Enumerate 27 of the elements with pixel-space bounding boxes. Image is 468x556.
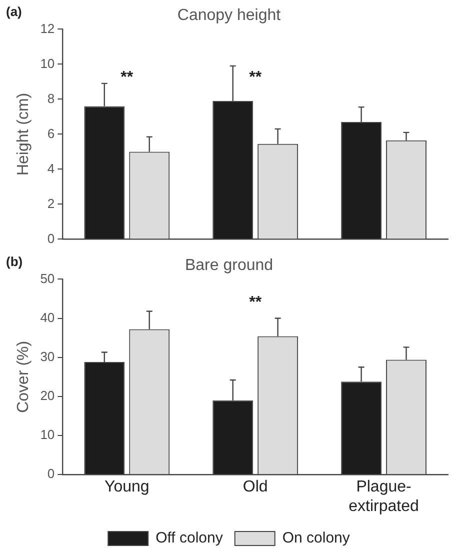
y-tick-label: 2 <box>47 196 55 211</box>
x-tick-label: Young <box>104 478 150 496</box>
y-tick-label: 10 <box>40 427 55 442</box>
y-tick-label: 4 <box>47 160 55 176</box>
y-tick-label: 40 <box>40 310 55 325</box>
y-tick-label: 30 <box>40 348 55 364</box>
chart-title: Canopy height <box>177 7 282 24</box>
text: (a) <box>6 4 22 20</box>
chart-title: Bare ground <box>184 257 274 274</box>
legend-label: Off colony <box>156 530 224 547</box>
x-tick-label: Old <box>242 478 268 496</box>
text: (b) <box>6 254 23 270</box>
y-tick-label: 6 <box>47 126 55 141</box>
annotation: ** <box>249 294 262 312</box>
x-tick-label: Plague-extirpated <box>348 478 419 515</box>
y-tick-label: 8 <box>47 90 55 106</box>
y-tick-label: 50 <box>40 270 55 286</box>
y-axis-title: Cover (%) <box>15 340 32 413</box>
y-tick-label: 10 <box>40 56 55 71</box>
y-tick-label: 0 <box>47 466 55 482</box>
y-tick-label: 20 <box>40 388 55 404</box>
y-tick-label: 12 <box>40 20 55 36</box>
legend-label: On colony <box>282 530 350 547</box>
annotation: ** <box>120 68 134 86</box>
y-tick-label: 0 <box>47 230 55 246</box>
y-axis-title: Height (cm) <box>15 92 32 176</box>
annotation: ** <box>249 68 262 86</box>
